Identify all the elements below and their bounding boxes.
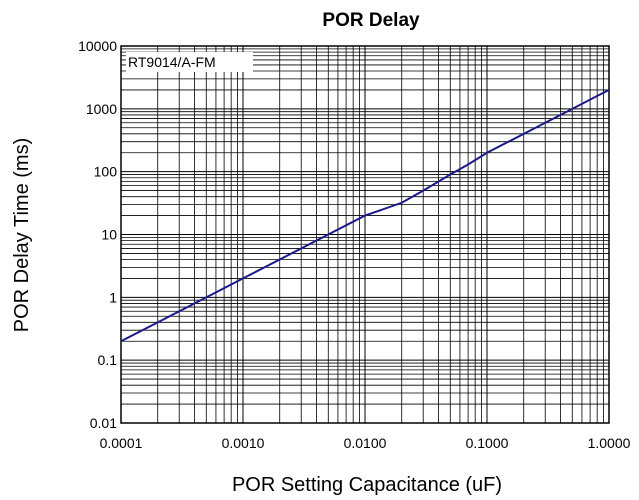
- data-point: [608, 89, 610, 91]
- plot-area-border: [120, 45, 610, 424]
- data-point: [364, 215, 366, 217]
- x-tick-label: 0.0001: [100, 435, 143, 451]
- data-point: [205, 296, 207, 298]
- y-tick-label: 1: [109, 289, 117, 305]
- data-point: [449, 174, 451, 176]
- y-tick-label: 100: [94, 164, 118, 180]
- data-point: [571, 108, 573, 110]
- data-point: [242, 277, 244, 279]
- legend-label: RT9014/A-FM: [128, 54, 216, 70]
- grid-lines: [120, 46, 609, 424]
- y-tick-label: 10: [101, 227, 117, 243]
- chart-title: POR Delay: [322, 10, 420, 31]
- data-point: [486, 152, 488, 154]
- data-point: [230, 284, 232, 286]
- x-tick-label: 0.1000: [466, 435, 509, 451]
- x-tick-label: 0.0100: [344, 435, 387, 451]
- y-axis-label: POR Delay Time (ms): [11, 138, 33, 332]
- data-point: [157, 321, 159, 323]
- x-tick-labels: 0.0001 0.0010 0.0100 0.1000 1.0000: [100, 435, 631, 451]
- data-point: [327, 234, 329, 236]
- data-point: [422, 190, 424, 192]
- y-tick-label: 10000: [78, 38, 117, 54]
- x-tick-label: 1.0000: [588, 435, 631, 451]
- y-tick-label: 0.01: [90, 415, 117, 431]
- legend-box: [126, 52, 253, 72]
- data-point: [467, 164, 469, 166]
- y-tick-labels: 0.01 0.1 1 10 100 1000 10000: [78, 38, 117, 431]
- y-tick-label: 1000: [86, 101, 117, 117]
- x-tick-label: 0.0010: [222, 435, 265, 451]
- x-axis-label: POR Setting Capacitance (uF): [232, 474, 502, 496]
- series-line-rt9014: [120, 89, 610, 343]
- data-point: [523, 133, 525, 135]
- data-point: [120, 340, 122, 342]
- data-point: [279, 259, 281, 261]
- data-point: [589, 99, 591, 101]
- y-tick-label: 0.1: [98, 352, 118, 368]
- data-point: [401, 202, 403, 204]
